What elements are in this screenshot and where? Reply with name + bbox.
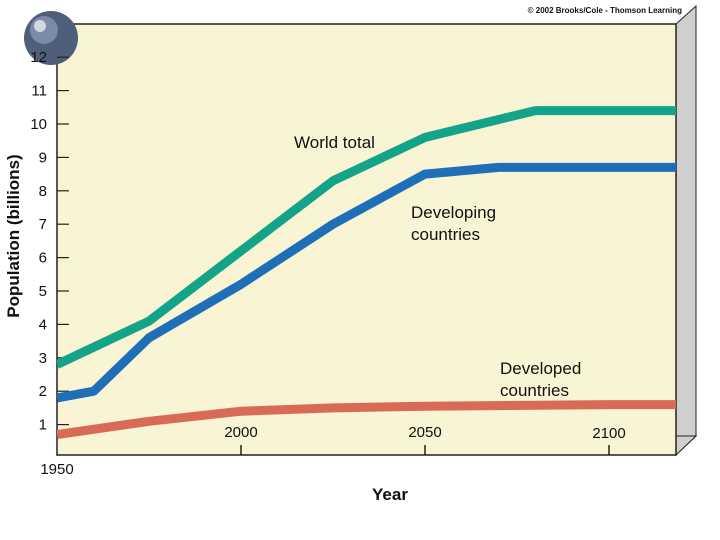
plot-frame-side [675, 4, 697, 457]
x-axis-title: Year [372, 485, 408, 504]
y-tick-label: 3 [39, 350, 47, 367]
x-tick-label: 1950 [40, 461, 73, 478]
copyright-text: © 2002 Brooks/Cole - Thomson Learning [528, 6, 682, 15]
series-line-developed [57, 400, 676, 440]
globe-icon [24, 11, 78, 65]
y-tick-label: 12 [30, 49, 47, 66]
series-label-developing: countries [411, 225, 480, 244]
y-tick-label: 8 [39, 183, 47, 200]
y-tick-label: 2 [39, 383, 47, 400]
annotation-layer: World total Developing countries Developed c… [294, 133, 581, 400]
series-label-world: World total [294, 133, 375, 152]
x-axis: 1950 2000 2050 2100 [40, 424, 625, 478]
series-label-developing: Developing [411, 203, 496, 222]
y-axis-title: Population (billions) [4, 154, 23, 317]
y-tick-label: 10 [30, 116, 47, 133]
y-tick-label: 11 [31, 83, 47, 100]
y-tick-label: 4 [39, 316, 47, 333]
y-tick-label: 6 [39, 250, 47, 267]
y-tick-label: 1 [39, 417, 47, 434]
y-tick-label: 5 [39, 283, 47, 300]
series-layer [57, 106, 676, 440]
series-line-world [57, 106, 676, 369]
plot-area [56, 23, 677, 456]
x-tick-label: 2100 [592, 425, 625, 442]
series-label-developed: Developed [500, 359, 581, 378]
y-tick-label: 7 [39, 216, 47, 233]
series-line-developing [57, 162, 676, 403]
x-tick-label: 2050 [408, 424, 441, 441]
series-label-developed: countries [500, 381, 569, 400]
y-tick-label: 9 [39, 149, 47, 166]
x-tick-label: 2000 [224, 424, 257, 441]
